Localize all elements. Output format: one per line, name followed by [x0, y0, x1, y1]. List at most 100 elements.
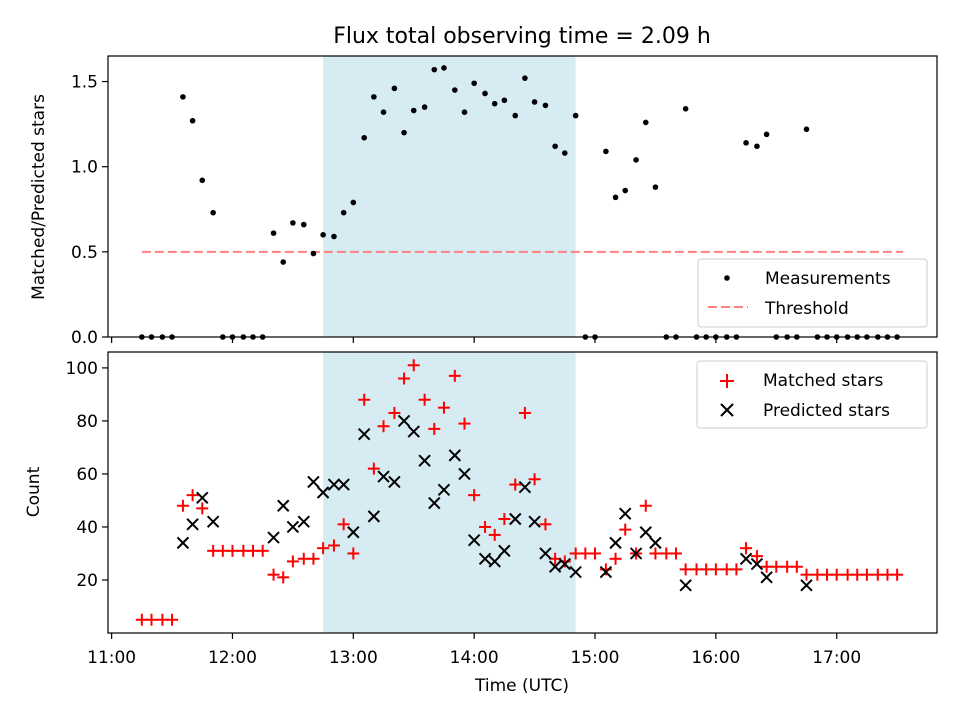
x-tick-label: 12:00 — [208, 648, 257, 668]
predicted-star-point — [488, 555, 501, 568]
measurement-point — [350, 199, 357, 206]
matched-star-point — [367, 462, 380, 475]
top-panel: 0.0 0.5 1.0 1.5 Matched/Predicted stars Mea… — [29, 55, 938, 348]
predicted-star-point — [458, 467, 471, 481]
matched-star-point — [256, 544, 269, 557]
predicted-star-point — [739, 552, 753, 565]
measurement-point — [531, 99, 538, 105]
predicted-star-point — [569, 565, 582, 579]
measurement-point — [572, 112, 579, 119]
matched-star-point — [398, 372, 411, 385]
y-tick-label: 40 — [76, 518, 98, 538]
predicted-star-point — [428, 496, 441, 510]
predicted-star-point — [176, 536, 190, 550]
measurement-point — [803, 126, 810, 133]
measurement-point — [361, 134, 367, 141]
bottom-y-axis-label: Count — [24, 466, 44, 517]
x-tick-label: 15:00 — [571, 648, 620, 668]
matched-star-point — [437, 401, 450, 414]
matched-star-point — [609, 552, 622, 565]
top-y-axis-ticks: 0.0 0.5 1.0 1.5 — [71, 73, 108, 348]
measurement-point — [561, 150, 568, 156]
x-stroke-b — [800, 579, 813, 592]
x-axis-label: Time (UTC) — [474, 676, 569, 696]
predicted-star-point — [347, 526, 360, 539]
matched-star-point — [479, 520, 492, 533]
predicted-star-point — [437, 483, 451, 497]
x-stroke-b — [599, 565, 613, 579]
matched-star-point — [860, 568, 873, 581]
matched-star-point — [388, 406, 401, 419]
matched-star-point — [770, 560, 783, 573]
matched-star-point — [226, 544, 239, 557]
predicted-star-point — [407, 425, 420, 438]
measurement-point — [542, 102, 549, 109]
predicted-star-point — [467, 534, 481, 547]
bottom-y-axis-ticks: 20 40 60 80 100 — [66, 359, 108, 591]
measurement-point — [290, 220, 296, 226]
measurement-point — [652, 184, 659, 190]
y-tick-label: 60 — [76, 465, 98, 485]
legend-predicted-label: Predicted stars — [763, 401, 890, 421]
x-stroke-b — [569, 565, 582, 579]
predicted-star-point — [518, 480, 532, 494]
bottom-x-axis-ticks: 11:00 12:00 13:00 14:00 15:00 16:00 17:00 — [87, 633, 861, 668]
x-stroke-b — [206, 515, 220, 528]
predicted-star-point — [448, 449, 462, 462]
matched-star-point — [891, 568, 904, 581]
measurement-point — [743, 140, 749, 146]
measurement-point — [491, 100, 498, 107]
x-stroke-b — [357, 427, 371, 441]
matched-star-point — [428, 422, 441, 435]
measurement-point — [633, 157, 639, 163]
measurement-point — [763, 131, 770, 138]
legend-matched-marker — [720, 374, 734, 388]
measurement-point — [300, 221, 307, 228]
x-tick-label: 17:00 — [812, 648, 861, 668]
x-stroke-b — [467, 534, 481, 547]
chart-title: Flux total observing time = 2.09 h — [333, 24, 711, 49]
matched-star-point — [186, 489, 199, 502]
measurement-point — [441, 65, 447, 71]
bottom-highlight-span — [323, 352, 576, 633]
y-tick-label: 1.0 — [71, 158, 98, 178]
bottom-legend: Matched stars Predicted stars — [696, 360, 928, 429]
predicted-star-point — [639, 526, 652, 539]
predicted-star-point — [509, 512, 522, 526]
count-points — [135, 359, 904, 626]
x-stroke-b — [739, 552, 753, 565]
matched-star-point — [730, 563, 743, 576]
matched-star-point — [589, 547, 602, 560]
predicted-star-point — [750, 557, 764, 571]
x-stroke-b — [186, 518, 199, 531]
matched-star-point — [337, 518, 350, 531]
predicted-star-point — [267, 531, 280, 544]
measurement-point — [642, 119, 649, 126]
measurement-point — [471, 80, 477, 87]
x-stroke-b — [437, 483, 451, 497]
matched-star-point — [468, 489, 481, 502]
predicted-star-point — [609, 536, 622, 550]
x-stroke-b — [418, 454, 431, 467]
predicted-star-point — [679, 579, 692, 592]
measurement-point — [310, 250, 317, 257]
x-stroke-b — [327, 478, 341, 491]
bottom-legend-box — [696, 360, 928, 429]
bottom-axes-frame — [107, 351, 938, 634]
predicted-star-point — [307, 475, 320, 489]
predicted-star-point — [186, 518, 199, 531]
x-stroke-b — [518, 480, 532, 494]
matched-star-point — [830, 568, 843, 581]
x-stroke-b — [558, 557, 572, 571]
x-stroke-b — [337, 478, 350, 491]
x-stroke-b — [488, 555, 501, 568]
x-stroke-b — [347, 526, 360, 539]
predicted-star-point — [327, 478, 341, 491]
y-tick-label: 0.5 — [71, 243, 98, 263]
predicted-star-point — [367, 510, 381, 523]
predicted-star-point — [619, 507, 632, 520]
predicted-star-point — [316, 486, 330, 499]
x-stroke-b — [498, 544, 511, 558]
x-stroke-b — [539, 547, 552, 560]
measurement-point — [401, 129, 407, 136]
